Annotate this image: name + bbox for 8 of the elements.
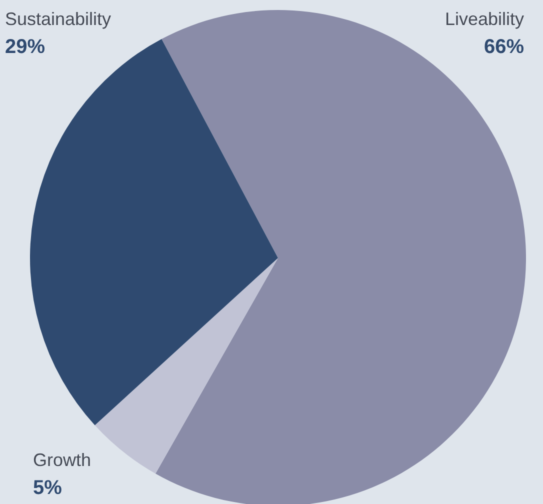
pie-slice — [94, 258, 278, 474]
data-label: 29% — [5, 36, 46, 58]
slice-label: Liveability — [444, 9, 524, 29]
pie-slice — [156, 10, 526, 504]
data-label: 5% — [33, 477, 62, 499]
slice-label: Sustainability — [5, 9, 112, 29]
data-label: 66% — [484, 36, 524, 58]
slice-label: Growth — [33, 450, 92, 470]
